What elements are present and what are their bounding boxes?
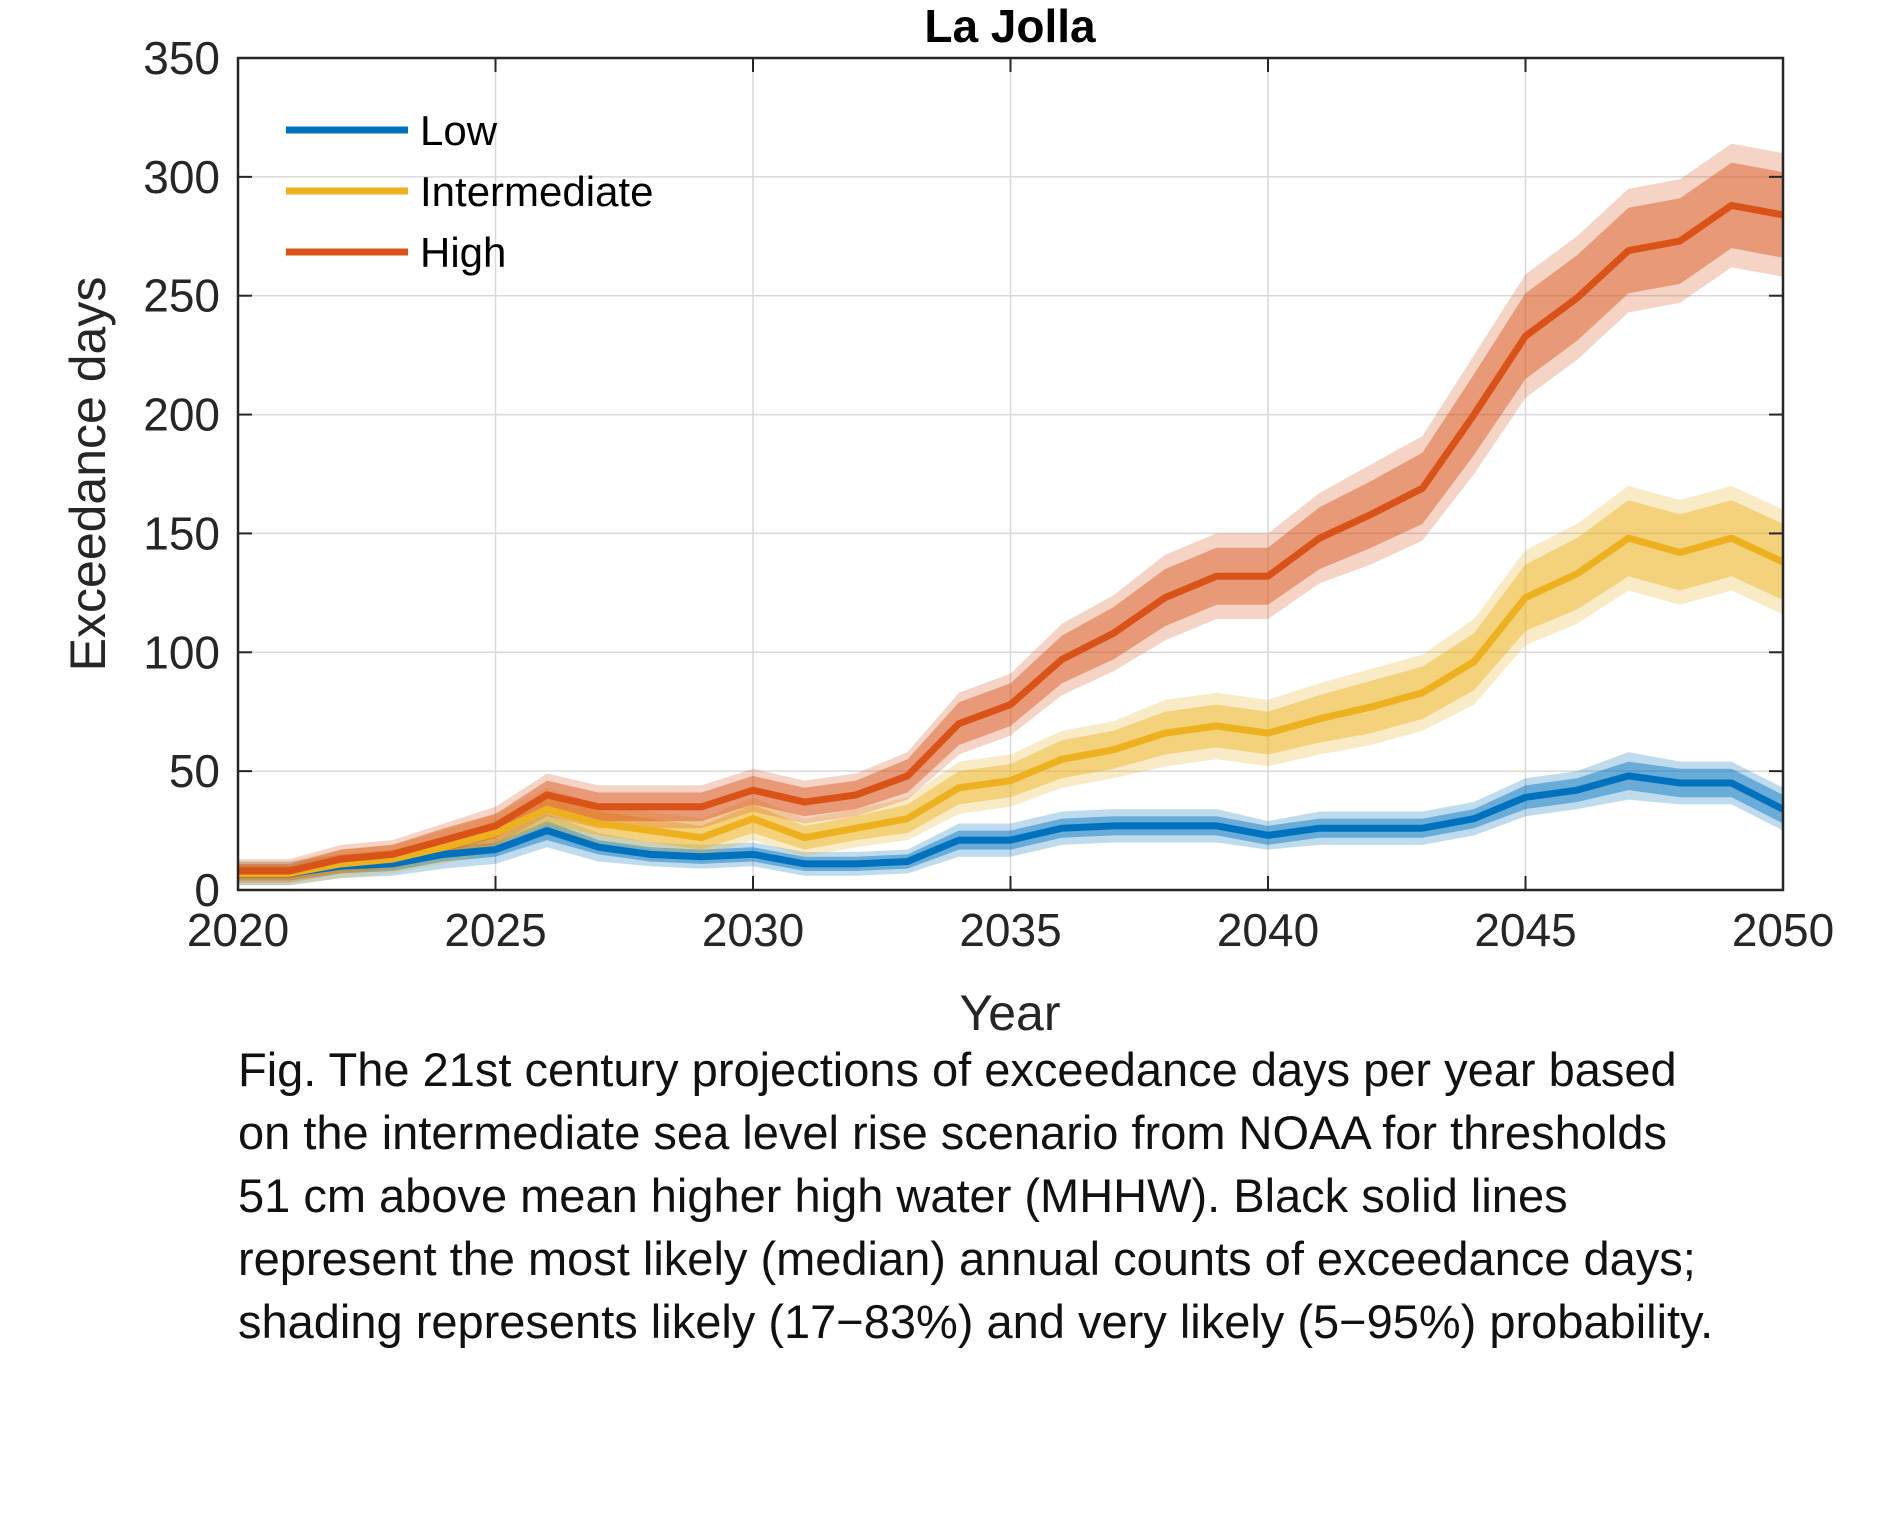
chart: La Jolla 2020 2025 2030 2035 2040 2045 2050 0 50… (60, 0, 1834, 1040)
band-likely-high (238, 162, 1783, 879)
series-line-low (238, 772, 1785, 877)
x-tick-label: 2045 (1474, 904, 1576, 956)
caption-line: shading represents likely (17−83%) and v… (238, 1295, 1714, 1348)
series-lines (238, 201, 1785, 877)
y-tick-label: 350 (143, 32, 220, 84)
band-very-likely-high (238, 143, 1783, 883)
legend-label-low: Low (420, 107, 498, 154)
series-line-high (238, 201, 1784, 875)
band-very-likely-intermediate (238, 485, 1783, 886)
y-tick-label: 50 (169, 745, 220, 797)
y-tick-label: 150 (143, 507, 220, 559)
y-tick-label: 300 (143, 151, 220, 203)
y-axis-label: Exceedance days (60, 277, 116, 672)
legend-label-high: High (420, 229, 506, 276)
x-tick-label: 2030 (702, 904, 804, 956)
x-tick-label: 2040 (1217, 904, 1319, 956)
grid (237, 57, 1784, 891)
figure-caption: Fig. The 21st century projections of exc… (238, 1038, 1878, 1353)
caption-line: represent the most likely (median) annua… (238, 1232, 1696, 1285)
x-tick-label: 2025 (444, 904, 546, 956)
caption-line: on the intermediate sea level rise scena… (238, 1106, 1667, 1159)
x-tick-label: 2035 (959, 904, 1061, 956)
y-tick-label: 250 (143, 270, 220, 322)
y-tick-label: 200 (143, 389, 220, 441)
x-axis-label: Year (959, 985, 1060, 1040)
chart-title: La Jolla (924, 0, 1096, 52)
y-tick-label: 100 (143, 626, 220, 678)
x-tick-label: 2050 (1732, 904, 1834, 956)
caption-line: Fig. The 21st century projections of exc… (238, 1043, 1677, 1096)
caption-line: 51 cm above mean higher high water (MHHW… (238, 1169, 1568, 1222)
legend-label-intermediate: Intermediate (420, 168, 653, 215)
x-tick-label: 2020 (187, 904, 289, 956)
axis-ticks: 2020 2025 2030 2035 2040 2045 2050 0 50 100 150 200… (143, 32, 1834, 956)
y-tick-label: 0 (194, 864, 220, 916)
legend: Low Intermediate High (286, 107, 653, 276)
series-line-intermediate (238, 534, 1785, 877)
